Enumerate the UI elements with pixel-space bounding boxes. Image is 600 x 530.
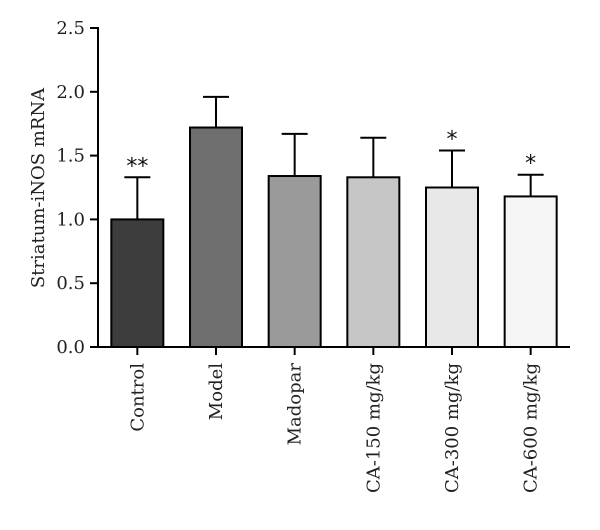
y-tick-label: 1.0 <box>56 209 85 230</box>
y-tick-label: 2.5 <box>56 18 85 39</box>
y-tick-label: 2.0 <box>56 82 85 103</box>
significance-marker: ** <box>126 154 148 179</box>
x-tick-label: Madopar <box>285 363 306 446</box>
x-tick-label: CA-150 mg/kg <box>363 363 384 493</box>
bar <box>425 186 479 348</box>
bar <box>267 175 322 348</box>
y-tick-label: 0.0 <box>56 337 85 358</box>
bar <box>503 195 558 348</box>
bar <box>189 126 243 348</box>
bars: **** <box>110 95 558 348</box>
y-axis: 0.0 0.5 1.0 1.5 2.0 2.5 <box>56 18 99 358</box>
y-axis-label: Striatum-iNOS mRNA <box>28 87 49 288</box>
x-axis: Control Model Madopar CA-150 mg/kg CA-300 mg… <box>98 346 570 493</box>
significance-marker: * <box>525 152 536 177</box>
x-tick-label: CA-600 mg/kg <box>521 363 542 493</box>
significance-marker: * <box>447 127 458 152</box>
bar <box>346 176 401 348</box>
y-tick-label: 1.5 <box>56 146 85 167</box>
x-tick-label: Model <box>206 363 227 420</box>
bar <box>110 218 165 348</box>
x-tick-label: Control <box>127 363 148 432</box>
y-tick-label: 0.5 <box>56 273 85 294</box>
x-tick-label: CA-300 mg/kg <box>442 363 463 493</box>
